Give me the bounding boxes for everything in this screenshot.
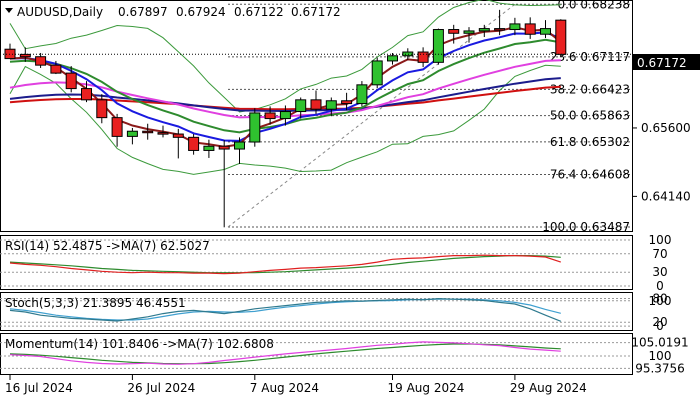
candle-bearish <box>19 53 31 58</box>
candle-bearish <box>417 51 429 63</box>
time-tick-label: 16 Jul 2024 <box>5 381 73 395</box>
ohlc-high: 0.67924 <box>176 5 226 19</box>
candle-bearish <box>310 99 322 110</box>
time-axis: 16 Jul 2024 26 Jul 2024 7 Aug 2024 19 Aug 2… <box>5 375 587 395</box>
candle-bearish <box>81 88 92 101</box>
rsi-level-label: 100 <box>649 233 672 247</box>
time-tick-label: 7 Aug 2024 <box>250 381 319 395</box>
rsi-panel-frame <box>0 235 633 290</box>
candle-bullish <box>356 84 368 105</box>
fib-label-50.0: 50.0 0.65863 <box>550 109 630 123</box>
stoch-panel-frame <box>0 292 633 331</box>
candle-bullish <box>126 130 138 137</box>
fib-label-61.8: 61.8 0.65302 <box>550 135 630 149</box>
candle-bearish <box>494 28 506 31</box>
candle-bearish <box>172 133 184 138</box>
ma-brown-line <box>9 26 562 148</box>
momentum-value-line <box>9 341 561 365</box>
candle-bearish <box>50 64 62 74</box>
candle-bullish <box>387 55 398 62</box>
candle-bearish <box>218 145 230 150</box>
candle-bullish <box>295 99 307 113</box>
candle-bearish <box>157 132 169 135</box>
stoch-level-label: 80 <box>652 292 667 306</box>
price-tick-label: 0.65600 <box>641 121 691 135</box>
main-plot: 0.0 0.68238 23.6 0.67117 38.2 0.66423 50.0 … <box>0 0 632 234</box>
rsi-value-line <box>9 254 561 275</box>
candle-bearish <box>555 19 567 55</box>
fib-label-76.4: 76.4 0.64608 <box>550 167 630 181</box>
candle-bearish <box>448 29 460 34</box>
momentum-label: Momentum(14) 101.8406 ->MA(7) 102.6808 <box>5 337 274 351</box>
candle-bearish <box>96 99 108 119</box>
candle-bullish <box>540 28 551 35</box>
fib-label-38.2: 38.2 0.66423 <box>550 82 630 96</box>
chart-title: AUDUSD,Daily <box>17 5 103 19</box>
momentum-level-label: 105.0191 <box>631 336 688 350</box>
fib-label-100.0: 100.0 0.63487 <box>542 220 630 234</box>
candle-bullish <box>478 28 490 32</box>
candle-bullish <box>371 60 383 86</box>
bollinger-upper-line <box>9 0 561 113</box>
candle-bearish <box>264 112 276 120</box>
momentum-level-label: 100 <box>649 349 672 363</box>
candle-bearish <box>341 100 353 105</box>
current-price-tag <box>633 54 700 70</box>
candle-bullish <box>325 100 337 110</box>
candle-bearish <box>111 117 123 137</box>
candle-bullish <box>203 145 215 151</box>
candle-bearish <box>65 72 77 90</box>
candle-bullish <box>432 29 444 63</box>
ohlc-close: 0.67172 <box>291 5 341 19</box>
fib-trendline <box>227 3 516 228</box>
time-tick-label: 19 Aug 2024 <box>388 381 465 395</box>
rsi-label: RSI(14) 52.4875 ->MA(7) 62.5027 <box>5 239 210 253</box>
time-tick-label: 26 Jul 2024 <box>127 381 195 395</box>
ohlc-open: 0.67897 <box>118 5 168 19</box>
stoch-k-line <box>9 297 562 322</box>
candle-bullish <box>234 141 245 150</box>
fib-label-23.6: 23.6 0.67117 <box>550 50 630 64</box>
rsi-level-label: 30 <box>652 265 667 279</box>
candle-bullish <box>249 112 261 143</box>
main-panel-frame <box>0 0 633 232</box>
rsi-ma-line <box>9 255 561 274</box>
candle-bearish <box>142 130 154 134</box>
bollinger-lower-line <box>9 64 561 175</box>
candle-bearish <box>188 136 200 151</box>
price-axis: 0.65600 0.64140 <box>632 121 691 203</box>
candle-bullish <box>279 111 291 120</box>
candle-bearish <box>524 23 536 35</box>
momentum-level-label: 95.3756 <box>635 361 685 375</box>
current-price-label: 0.67172 <box>637 56 687 70</box>
fib-label-0.0: 0.0 0.68238 <box>557 0 630 11</box>
price-tick-label: 0.64140 <box>641 189 691 203</box>
rsi-level-label: 0 <box>656 279 664 293</box>
rsi-level-label: 70 <box>652 247 667 261</box>
stoch-label: Stoch(5,3,3) 21.3895 46.4551 <box>5 296 186 310</box>
candle-bullish <box>509 23 521 31</box>
candle-bearish <box>35 56 47 66</box>
stoch-level-label: 0 <box>656 319 664 333</box>
time-tick-label: 29 Aug 2024 <box>510 381 587 395</box>
dropdown-triangle-icon[interactable] <box>5 8 13 13</box>
ohlc-low: 0.67122 <box>234 5 284 19</box>
stoch-level-label: 100 <box>649 294 672 308</box>
candle-bullish <box>463 30 475 34</box>
stoch-level-label: 20 <box>652 315 667 329</box>
momentum-panel-frame <box>0 333 633 375</box>
